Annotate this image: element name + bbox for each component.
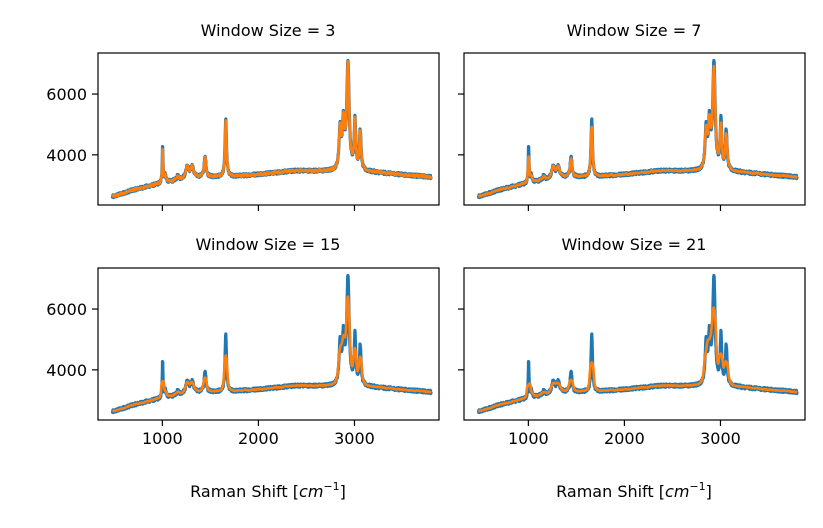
x-axis-label-unit: cm [299,482,323,501]
x-tick-label: 3000 [700,429,741,448]
smoothed-spectrum-line [477,306,799,413]
x-axis-label-right: Raman Shift [cm−1] [556,480,712,501]
subplot-title: Window Size = 15 [196,235,341,254]
subplot-title: Window Size = 3 [201,21,336,40]
smoothed-spectrum-line [111,60,433,198]
x-axis-label-text: Raman Shift [ [190,482,299,501]
plot-frame [97,267,440,421]
subplot-window-21: Window Size = 21 1000 2000 3000 [458,235,806,448]
x-tick-label: 3000 [334,429,375,448]
x-axis-label-exponent: −1 [323,480,339,493]
x-tick-label: 2000 [604,429,645,448]
subplot-window-7: Window Size = 7 [458,21,806,211]
x-axis-label-close: ] [340,482,346,501]
subplot-window-15: Window Size = 15 1000 2000 3000 4000 6000 [46,235,440,448]
smoothed-spectrum-line [111,295,433,413]
x-axis-label-close: ] [706,482,712,501]
subplot-window-3: Window Size = 3 4000 6000 [46,21,440,211]
subplot-title: Window Size = 21 [562,235,707,254]
y-tick-label: 4000 [46,146,87,165]
x-axis-label-text: Raman Shift [ [556,482,665,501]
plot-frame [463,52,806,206]
subplot-title: Window Size = 7 [567,21,702,40]
x-tick-label: 1000 [508,429,549,448]
y-tick-label: 6000 [46,300,87,319]
x-tick-label: 2000 [238,429,279,448]
x-axis-label-exponent: −1 [689,480,705,493]
x-axis-label-unit: cm [665,482,689,501]
plot-frame [97,52,440,206]
y-tick-label: 6000 [46,85,87,104]
x-axis-label-left: Raman Shift [cm−1] [190,480,346,501]
smoothed-spectrum-line [477,64,799,198]
plot-frame [463,267,806,421]
y-tick-label: 4000 [46,361,87,380]
x-tick-label: 1000 [142,429,183,448]
